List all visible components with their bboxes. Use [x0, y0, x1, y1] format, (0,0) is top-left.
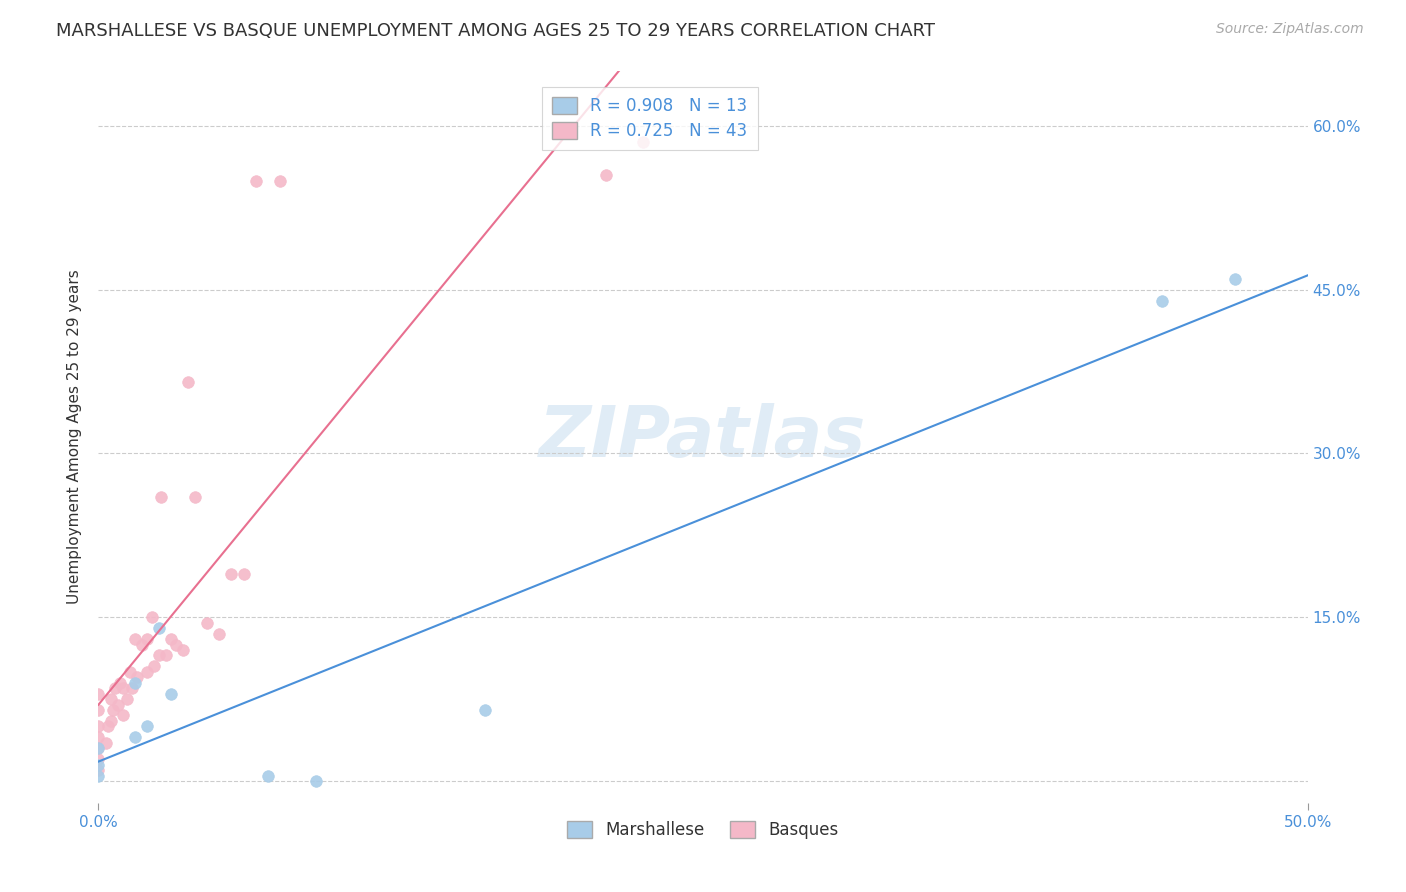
Point	[305, 774, 328, 789]
Point	[150, 490, 173, 504]
Point	[87, 687, 110, 701]
Point	[135, 665, 157, 679]
Point	[269, 173, 291, 187]
Point	[177, 376, 200, 390]
Point	[195, 615, 218, 630]
Point	[256, 768, 278, 782]
Legend: Marshallese, Basques: Marshallese, Basques	[561, 814, 845, 846]
Text: ZIPatlas: ZIPatlas	[540, 402, 866, 472]
Text: Source: ZipAtlas.com: Source: ZipAtlas.com	[1216, 22, 1364, 37]
Point	[1223, 272, 1246, 286]
Point	[117, 692, 139, 706]
Point	[87, 752, 110, 766]
Point	[135, 719, 157, 733]
Point	[108, 675, 131, 690]
Point	[148, 648, 170, 663]
Point	[118, 665, 141, 679]
Point	[208, 626, 231, 640]
Point	[111, 708, 134, 723]
Point	[100, 714, 122, 728]
Point	[87, 741, 110, 756]
Point	[104, 681, 127, 695]
Point	[100, 692, 122, 706]
Point	[232, 566, 254, 581]
Point	[87, 741, 110, 756]
Point	[87, 768, 110, 782]
Point	[141, 610, 163, 624]
Point	[631, 136, 654, 150]
Point	[127, 670, 149, 684]
Y-axis label: Unemployment Among Ages 25 to 29 years: Unemployment Among Ages 25 to 29 years	[67, 269, 83, 605]
Point	[595, 168, 617, 182]
Point	[101, 703, 124, 717]
Point	[87, 719, 110, 733]
Point	[124, 675, 146, 690]
Point	[87, 757, 110, 772]
Point	[87, 763, 110, 777]
Point	[124, 731, 146, 745]
Point	[474, 703, 496, 717]
Point	[1152, 293, 1174, 308]
Point	[160, 632, 183, 646]
Point	[172, 643, 194, 657]
Point	[221, 566, 243, 581]
Point	[124, 632, 146, 646]
Point	[184, 490, 207, 504]
Point	[143, 659, 166, 673]
Point	[121, 681, 143, 695]
Point	[94, 736, 117, 750]
Text: MARSHALLESE VS BASQUE UNEMPLOYMENT AMONG AGES 25 TO 29 YEARS CORRELATION CHART: MARSHALLESE VS BASQUE UNEMPLOYMENT AMONG…	[56, 22, 935, 40]
Point	[97, 719, 120, 733]
Point	[165, 638, 187, 652]
Point	[148, 621, 170, 635]
Point	[160, 687, 183, 701]
Point	[111, 681, 134, 695]
Point	[87, 703, 110, 717]
Point	[245, 173, 267, 187]
Point	[87, 731, 110, 745]
Point	[155, 648, 177, 663]
Point	[131, 638, 153, 652]
Point	[135, 632, 157, 646]
Point	[107, 698, 129, 712]
